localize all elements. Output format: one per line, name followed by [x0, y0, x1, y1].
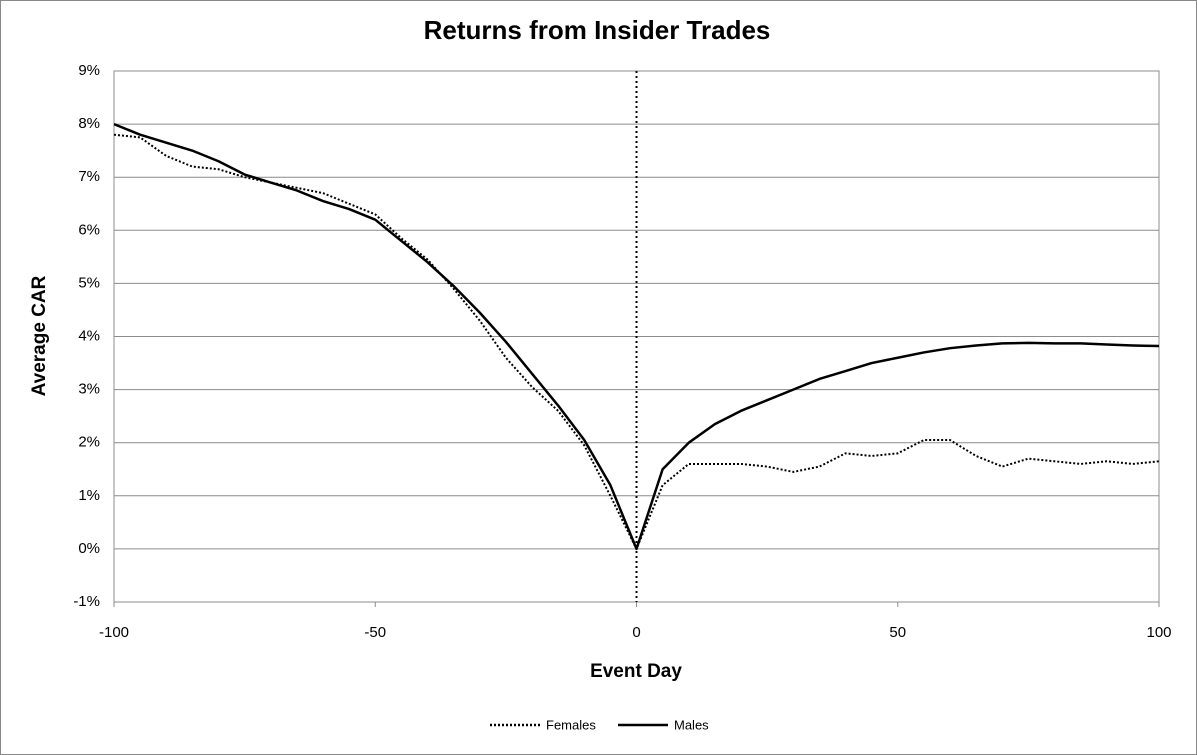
- y-tick-label: 7%: [78, 168, 100, 185]
- y-tick-label: 6%: [78, 221, 100, 238]
- legend-label: Females: [546, 717, 596, 732]
- y-tick-label: 5%: [78, 274, 100, 291]
- y-tick-label: 2%: [78, 434, 100, 451]
- y-tick-label: -1%: [73, 593, 100, 610]
- y-tick-label: 0%: [78, 540, 100, 557]
- y-tick-label: 4%: [78, 327, 100, 344]
- y-tick-label: 9%: [78, 62, 100, 79]
- x-tick-label: -100: [99, 624, 129, 641]
- x-tick-label: 0: [632, 624, 640, 641]
- chart-title: Returns from Insider Trades: [424, 15, 771, 45]
- x-tick-label: -50: [364, 624, 386, 641]
- legend-label: Males: [674, 717, 709, 732]
- y-axis-label: Average CAR: [29, 275, 50, 396]
- series-line: [113, 122, 1160, 551]
- y-tick-label: 8%: [78, 115, 100, 132]
- y-tick-label: 3%: [78, 381, 100, 398]
- y-tick-label: 1%: [78, 487, 100, 504]
- x-tick-label: 50: [889, 624, 906, 641]
- x-tick-label: 100: [1146, 624, 1171, 641]
- x-axis-label: Event Day: [590, 661, 682, 682]
